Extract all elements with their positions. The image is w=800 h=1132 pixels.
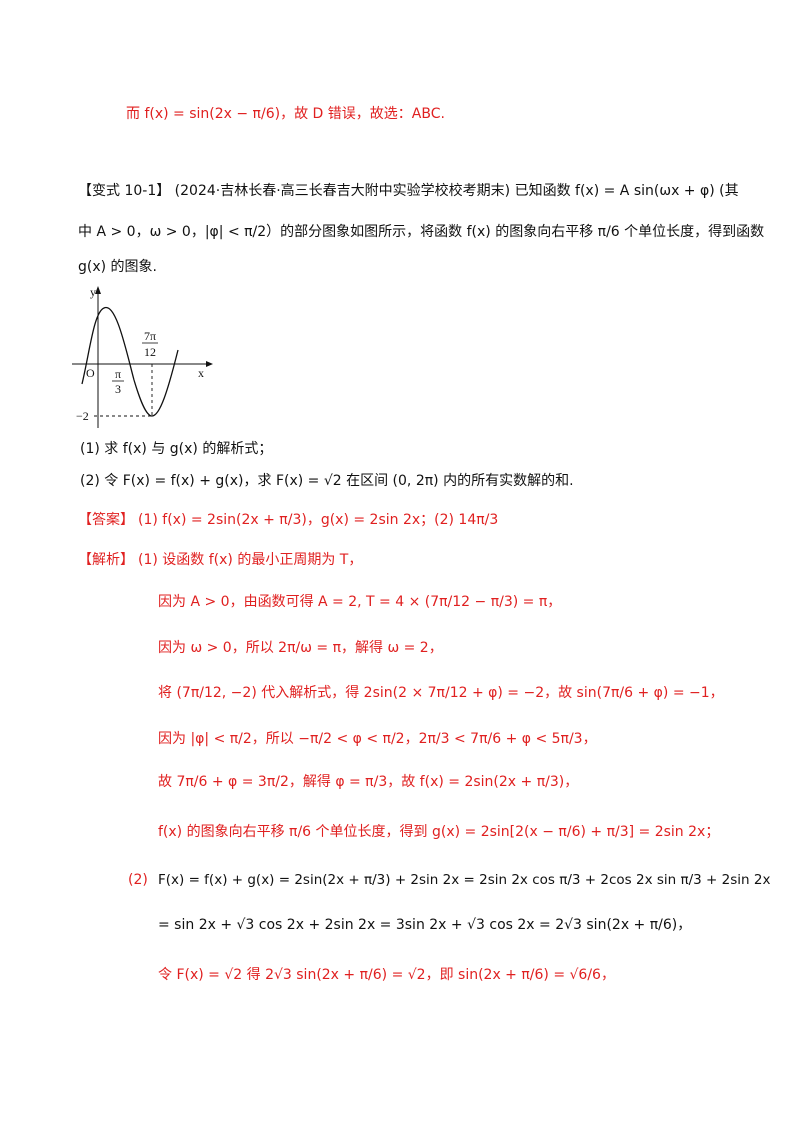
sine-graph: y x O π 3 7π 12 −2 [72, 285, 213, 428]
answer-content: (1) f(x) = 2sin(2x + π/3)，g(x) = 2sin 2x… [138, 512, 499, 528]
x-axis-arrow-icon [206, 361, 213, 367]
problem-title-line: 【变式 10-1】 (2024·吉林长春·高三长春吉大附中实验学校校考期末) 已… [78, 183, 739, 199]
min-value-label: −2 [76, 409, 89, 423]
analysis-part-2-step-3: 令 F(x) = √2 得 2√3 sin(2x + π/6) = √2，即 s… [158, 967, 615, 983]
tick-7pi-12-num: 7π [144, 329, 156, 343]
analysis-step-3: 因为 ω > 0，所以 2π/ω = π，解得 ω = 2， [158, 640, 443, 656]
sine-curve [81, 307, 179, 417]
problem-conditions-line-end: g(x) 的图象. [78, 259, 157, 275]
analysis-step-2: 因为 A > 0，由函数可得 A = 2, T = 4 × (7π/12 − π… [158, 594, 562, 610]
origin-label: O [86, 366, 95, 380]
analysis-step-1: (1) 设函数 f(x) 的最小正周期为 T， [138, 552, 363, 568]
conclusion-line: 而 f(x) = sin(2x − π/6)，故 D 错误，故选：ABC. [126, 106, 445, 122]
part-2-label: (2) [128, 872, 148, 888]
question-1: (1) 求 f(x) 与 g(x) 的解析式； [80, 441, 273, 457]
analysis-step-7: f(x) 的图象向右平移 π/6 个单位长度，得到 g(x) = 2sin[2(… [158, 824, 720, 840]
analysis-step-5: 因为 |φ| < π/2，所以 −π/2 < φ < π/2，2π/3 < 7π… [158, 731, 597, 747]
analysis-step-4: 将 (7π/12, −2) 代入解析式，得 2sin(2 × 7π/12 + φ… [158, 685, 724, 701]
tick-pi-3-den: 3 [115, 382, 121, 396]
problem-conditions-line: 中 A > 0，ω > 0，|φ| < π/2）的部分图象如图所示，将函数 f(… [78, 224, 765, 240]
analysis-step-6: 故 7π/6 + φ = 3π/2，解得 φ = π/3，故 f(x) = 2s… [158, 774, 579, 790]
answer-tag: 【答案】 [78, 512, 134, 528]
tick-pi-3-num: π [115, 367, 121, 381]
y-axis-arrow-icon [95, 286, 101, 294]
analysis-tag: 【解析】 [78, 552, 134, 568]
question-2: (2) 令 F(x) = f(x) + g(x)，求 F(x) = √2 在区间… [80, 473, 574, 489]
tick-7pi-12-den: 12 [144, 345, 156, 359]
x-axis-label: x [198, 366, 204, 380]
y-axis-label: y [90, 285, 96, 299]
analysis-part-2-step-1: F(x) = f(x) + g(x) = 2sin(2x + π/3) + 2s… [158, 872, 771, 888]
analysis-part-2-step-2: = sin 2x + √3 cos 2x + 2sin 2x = 3sin 2x… [158, 917, 692, 933]
